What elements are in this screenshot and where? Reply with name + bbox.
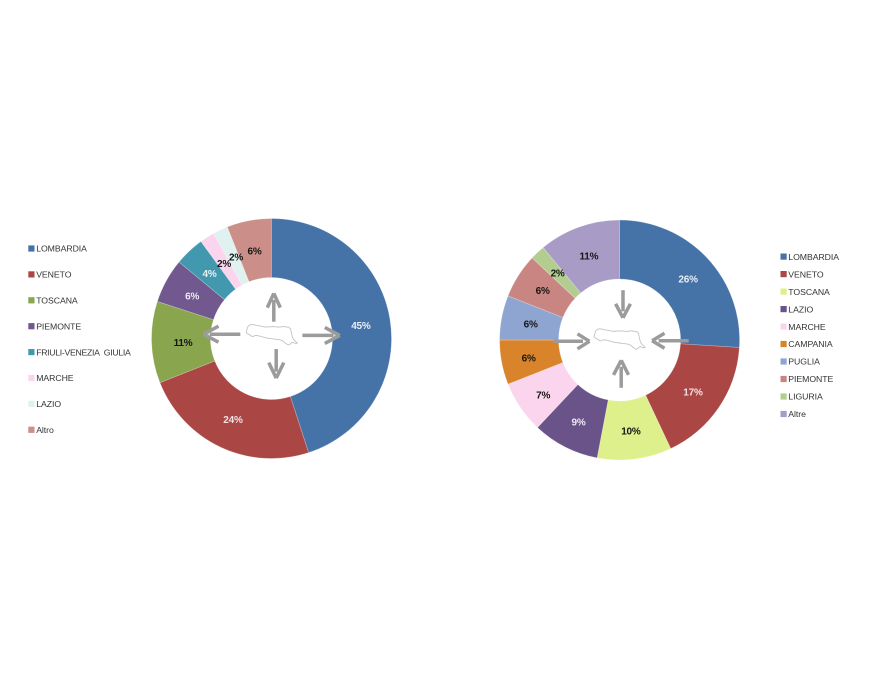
svg-text:2%: 2% (217, 259, 231, 270)
svg-text:PIEMONTE: PIEMONTE (36, 321, 81, 331)
svg-text:45%: 45% (351, 321, 371, 332)
svg-text:PUGLIA: PUGLIA (788, 357, 820, 367)
svg-text:17%: 17% (683, 388, 703, 399)
svg-text:LOMBARDIA: LOMBARDIA (788, 252, 839, 262)
svg-text:6%: 6% (247, 246, 261, 257)
svg-text:FRIULI-VENEZIA GIULIA: FRIULI-VENEZIA GIULIA (36, 347, 131, 357)
svg-text:Altre: Altre (788, 409, 806, 419)
svg-text:MARCHE: MARCHE (36, 373, 74, 383)
svg-text:6%: 6% (522, 354, 536, 365)
svg-text:6%: 6% (524, 320, 538, 331)
svg-text:4%: 4% (202, 269, 216, 280)
svg-text:VENETO: VENETO (36, 270, 72, 280)
svg-text:MARCHE: MARCHE (788, 322, 826, 332)
svg-text:11%: 11% (174, 338, 193, 349)
svg-text:24%: 24% (223, 415, 243, 426)
svg-text:PIEMONTE: PIEMONTE (788, 374, 833, 384)
svg-text:2%: 2% (551, 269, 565, 280)
svg-text:10%: 10% (621, 427, 641, 438)
svg-text:9%: 9% (571, 417, 585, 428)
svg-text:26%: 26% (678, 275, 698, 286)
svg-text:2%: 2% (229, 252, 243, 263)
svg-text:Altro: Altro (36, 425, 54, 435)
svg-text:6%: 6% (536, 286, 550, 297)
svg-text:TOSCANA: TOSCANA (788, 287, 830, 297)
svg-text:11%: 11% (579, 252, 598, 263)
svg-text:CAMPANIA: CAMPANIA (788, 339, 833, 349)
svg-text:LAZIO: LAZIO (36, 399, 61, 409)
svg-text:LIGURIA: LIGURIA (788, 392, 823, 402)
svg-text:TOSCANA: TOSCANA (36, 296, 78, 306)
svg-text:LAZIO: LAZIO (788, 304, 813, 314)
svg-text:LOMBARDIA: LOMBARDIA (36, 244, 87, 254)
svg-text:6%: 6% (185, 292, 199, 303)
svg-text:VENETO: VENETO (788, 269, 824, 279)
svg-text:7%: 7% (536, 391, 550, 402)
